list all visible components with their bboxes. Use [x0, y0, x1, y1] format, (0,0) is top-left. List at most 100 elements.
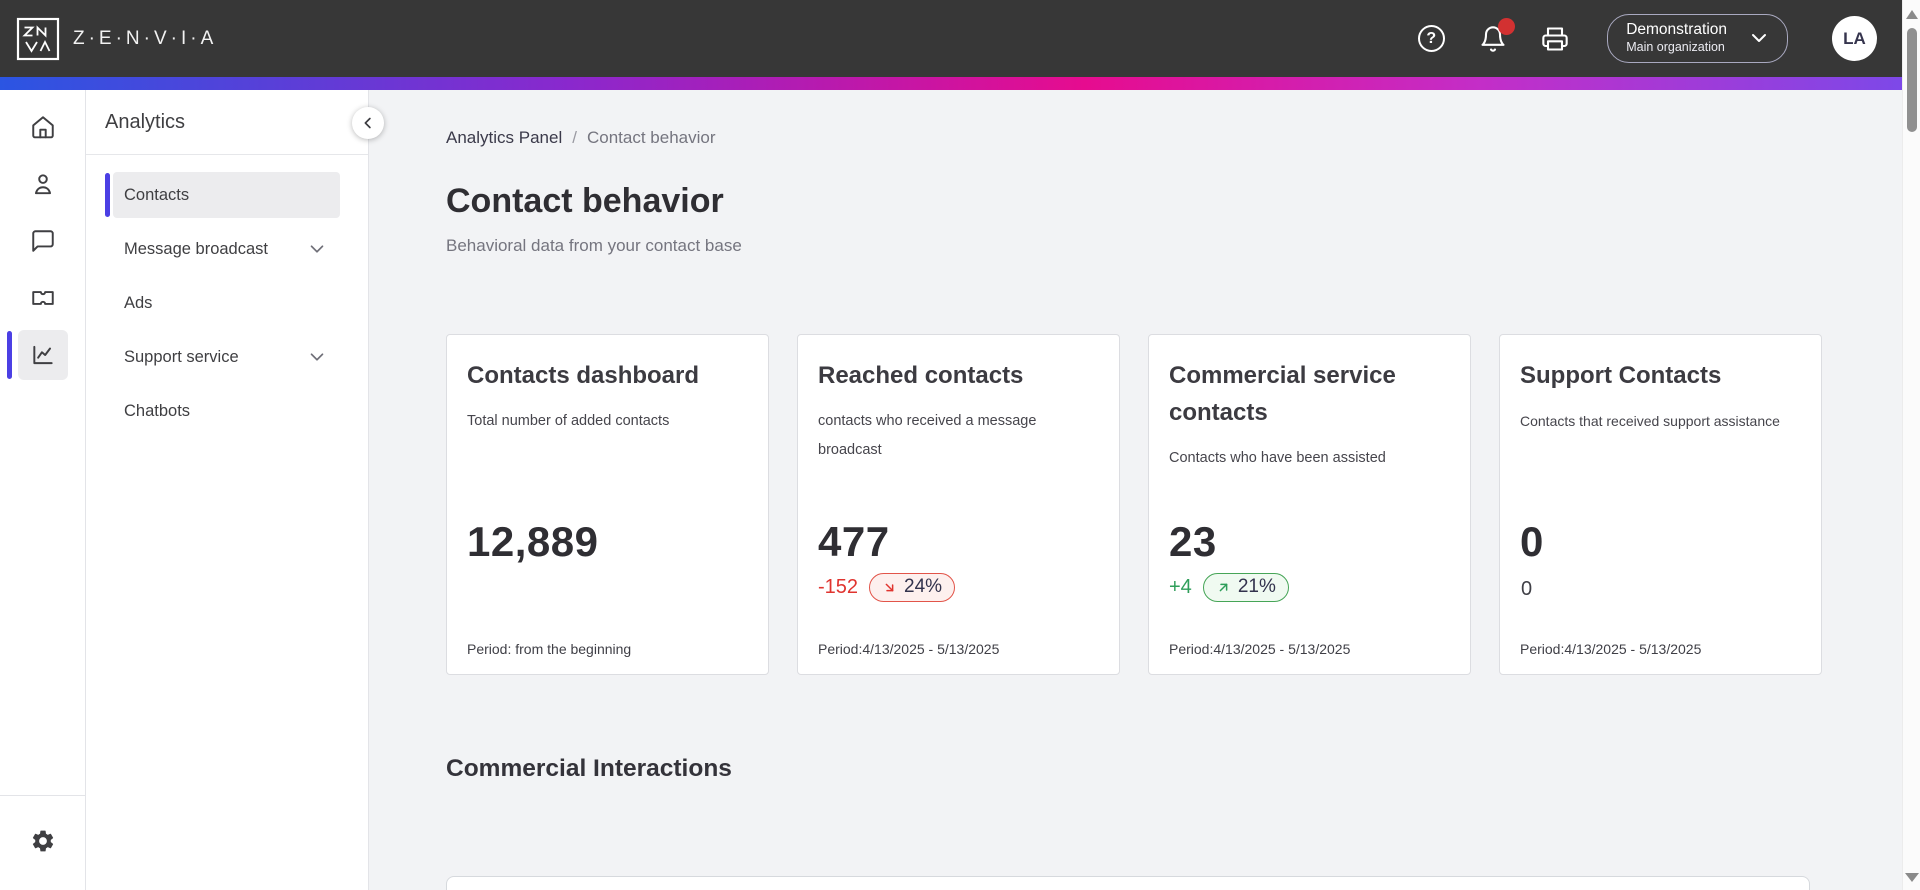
- card-description: Total number of added contacts: [467, 413, 670, 429]
- sidebar-item-label: Contacts: [113, 172, 340, 218]
- card-title: Reached contacts: [818, 362, 1024, 389]
- gear-icon: [30, 828, 56, 854]
- card-title: Commercial service contacts: [1169, 362, 1396, 426]
- trend-percentage: 21%: [1237, 576, 1276, 597]
- zenvia-logo[interactable]: Z·E·N·V·I·A: [16, 17, 217, 61]
- help-icon: ?: [1417, 25, 1445, 52]
- notification-dot: [1498, 17, 1516, 35]
- sidebar-item-label: Ads: [124, 293, 153, 312]
- help-button[interactable]: ?: [1415, 23, 1447, 55]
- sidebar-header: Analytics: [86, 90, 368, 155]
- card-reached-contacts: Reached contacts contacts who received a…: [797, 334, 1120, 675]
- organization-name: Demonstration: [1626, 21, 1727, 38]
- topbar: Z·E·N·V·I·A ?: [0, 0, 1902, 77]
- page-title: Contact behavior: [446, 182, 724, 220]
- sidebar-item-message-broadcast[interactable]: Message broadcast: [105, 226, 340, 272]
- organization-selector[interactable]: Demonstration Main organization: [1607, 14, 1788, 63]
- sidebar-item-label: Message broadcast: [124, 239, 268, 258]
- kpi-cards-row: Contacts dashboard Total number of added…: [446, 334, 1902, 675]
- page-subtitle: Behavioral data from your contact base: [446, 236, 742, 255]
- card-title: Contacts dashboard: [467, 362, 700, 389]
- card-description: contacts who received a message broadcas…: [818, 413, 1037, 458]
- body-row: Analytics Contacts: [0, 90, 1902, 890]
- card-value: 12,889: [467, 518, 599, 565]
- selected-item-indicator: [105, 173, 110, 217]
- rail-item-tickets[interactable]: [18, 273, 68, 323]
- rail-item-home[interactable]: [18, 102, 68, 152]
- active-rail-indicator: [6, 331, 12, 379]
- chevron-down-icon: [1747, 26, 1771, 50]
- chevron-down-icon: [306, 238, 328, 260]
- breadcrumb-separator: /: [572, 128, 577, 147]
- card-description: Contacts that received support assistanc…: [1520, 413, 1780, 429]
- print-button[interactable]: [1539, 23, 1571, 55]
- card-value: 477: [818, 518, 890, 565]
- card-value: 23: [1169, 518, 1217, 565]
- ticket-icon: [30, 285, 56, 311]
- card-delta-row: +4 21%: [1169, 573, 1289, 602]
- icon-rail: [0, 90, 86, 890]
- user-avatar[interactable]: LA: [1832, 16, 1877, 61]
- chevron-left-icon: [359, 114, 377, 132]
- line-chart-icon: [30, 342, 56, 368]
- card-description: Contacts who have been assisted: [1169, 450, 1386, 466]
- delta-value: +4: [1169, 576, 1192, 598]
- scrollbar-down-arrow[interactable]: [1905, 873, 1919, 882]
- card-secondary-value: 0: [1521, 578, 1533, 600]
- chevron-down-icon: [306, 346, 328, 368]
- rail-item-contacts[interactable]: [18, 159, 68, 209]
- trend-badge-positive: 21%: [1202, 573, 1289, 602]
- brand-name: Z·E·N·V·I·A: [73, 27, 218, 49]
- sidebar-title: Analytics: [105, 110, 186, 133]
- organization-subtitle: Main organization: [1626, 40, 1725, 54]
- scrollbar-thumb[interactable]: [1907, 28, 1917, 132]
- rail-item-settings[interactable]: [18, 816, 68, 866]
- card-period: Period:4/13/2025 - 5/13/2025: [818, 641, 1000, 657]
- card-support-contacts: Support Contacts Contacts that received …: [1499, 334, 1822, 675]
- breadcrumb: Analytics Panel / Contact behavior: [446, 128, 1902, 148]
- breadcrumb-analytics-panel[interactable]: Analytics Panel: [446, 128, 563, 147]
- rail-item-analytics[interactable]: [6, 330, 68, 380]
- sidebar-item-ads[interactable]: Ads: [105, 280, 340, 326]
- sidebar-item-support-service[interactable]: Support service: [105, 334, 340, 380]
- card-value: 0: [1520, 518, 1544, 565]
- card-contacts-dashboard: Contacts dashboard Total number of added…: [446, 334, 769, 675]
- card-commercial-service-contacts: Commercial service contacts Contacts who…: [1148, 334, 1471, 675]
- brand-gradient-bar: [0, 77, 1902, 90]
- notifications-button[interactable]: [1477, 17, 1516, 55]
- sidebar-menu: Contacts Message broadcast: [86, 155, 368, 434]
- printer-icon: [1541, 25, 1569, 53]
- main-content: Analytics Panel / Contact behavior Conta…: [369, 90, 1902, 890]
- home-icon: [30, 114, 56, 140]
- delta-value: -152: [818, 576, 859, 598]
- sidebar-collapse-button[interactable]: [352, 107, 384, 139]
- rail-footer: [0, 795, 85, 890]
- breadcrumb-current: Contact behavior: [586, 128, 716, 147]
- card-period: Period: from the beginning: [467, 641, 632, 657]
- sidebar-item-chatbots[interactable]: Chatbots: [105, 388, 340, 434]
- commercial-interactions-panel: [446, 876, 1810, 890]
- card-delta-row: -152 24%: [818, 573, 956, 602]
- rail-item-conversations[interactable]: [18, 216, 68, 266]
- sidebar-item-label: Support service: [124, 347, 239, 366]
- trend-down-icon: [882, 580, 897, 595]
- sidebar-item-contacts[interactable]: Contacts: [105, 172, 340, 218]
- card-title: Support Contacts: [1520, 362, 1722, 389]
- trend-up-icon: [1216, 580, 1231, 595]
- person-icon: [30, 171, 56, 197]
- bell-icon: [1479, 25, 1507, 53]
- sidebar-item-label: Chatbots: [124, 401, 191, 420]
- trend-percentage: 24%: [904, 576, 943, 597]
- topbar-actions: ?: [1415, 14, 1877, 63]
- zenvia-logo-icon: [16, 17, 60, 61]
- organization-labels: Demonstration Main organization: [1626, 20, 1727, 55]
- trend-badge-negative: 24%: [869, 573, 956, 602]
- scrollbar-up-arrow[interactable]: [1906, 10, 1918, 19]
- section-title-commercial-interactions: Commercial Interactions: [446, 755, 732, 782]
- card-period: Period:4/13/2025 - 5/13/2025: [1520, 641, 1702, 657]
- analytics-sidebar: Analytics Contacts: [86, 90, 384, 890]
- vertical-scrollbar: [1902, 0, 1920, 890]
- card-period: Period:4/13/2025 - 5/13/2025: [1169, 641, 1351, 657]
